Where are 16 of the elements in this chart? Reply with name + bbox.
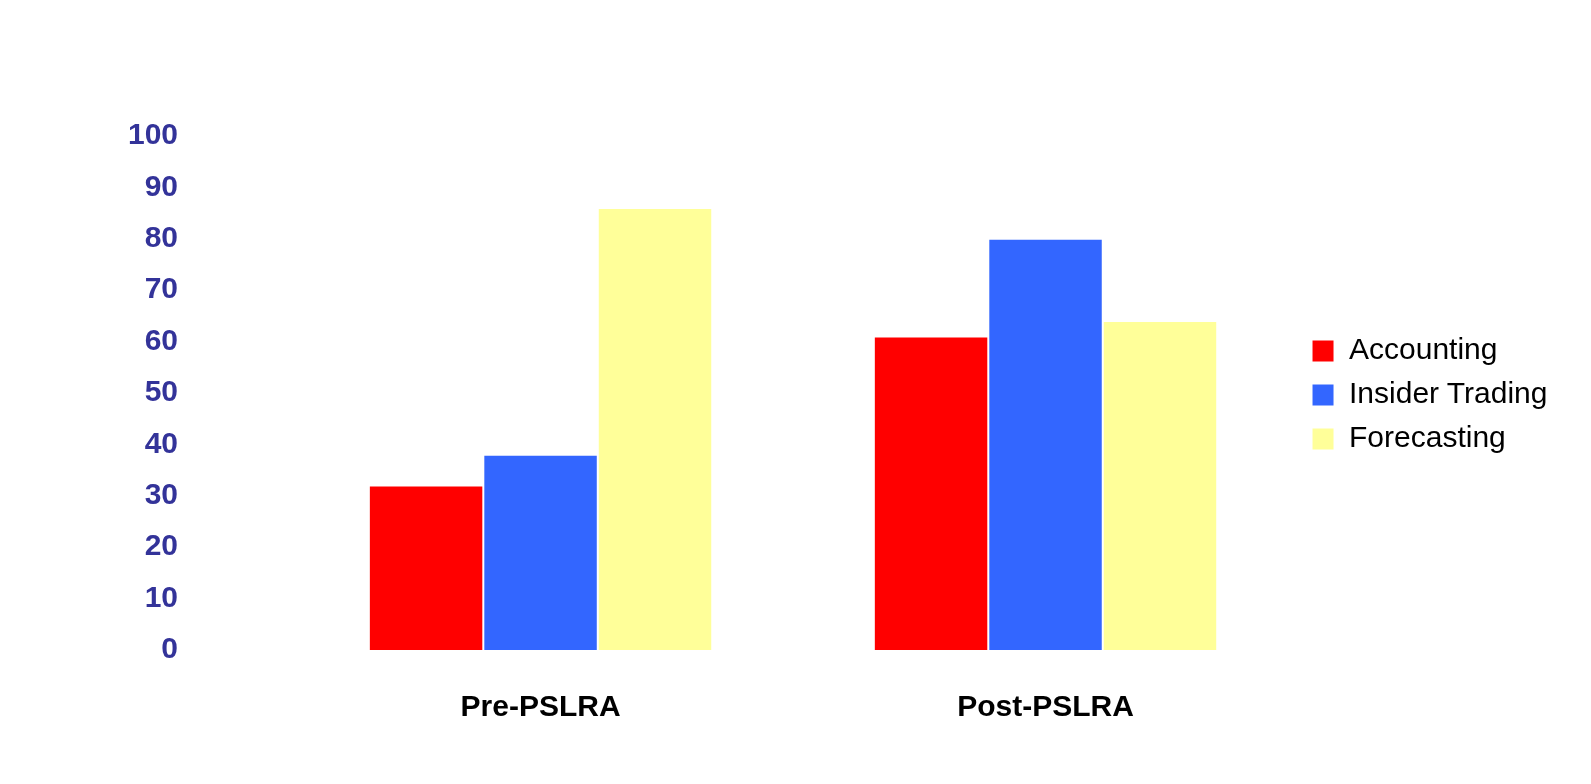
y-tick-label: 0	[161, 631, 179, 665]
y-tick-label: 90	[144, 168, 179, 202]
legend-label: Insider Trading	[1349, 376, 1548, 410]
legend-label: Forecasting	[1349, 420, 1506, 454]
y-tick-label: 100	[127, 117, 179, 151]
legend-label: Accounting	[1349, 332, 1498, 366]
x-tick-label: Post-PSLRA	[957, 689, 1134, 723]
y-tick-label: 30	[144, 477, 179, 511]
y-tick-label: 70	[144, 271, 179, 305]
y-tick-label: 80	[144, 220, 179, 254]
y-tick-label: 40	[144, 425, 179, 459]
y-tick-label: 10	[144, 579, 179, 613]
y-tick-label: 20	[144, 528, 179, 562]
y-tick-label: 60	[144, 322, 179, 356]
x-tick-label: Pre-PSLRA	[460, 689, 621, 723]
y-tick-label: 50	[144, 374, 179, 408]
